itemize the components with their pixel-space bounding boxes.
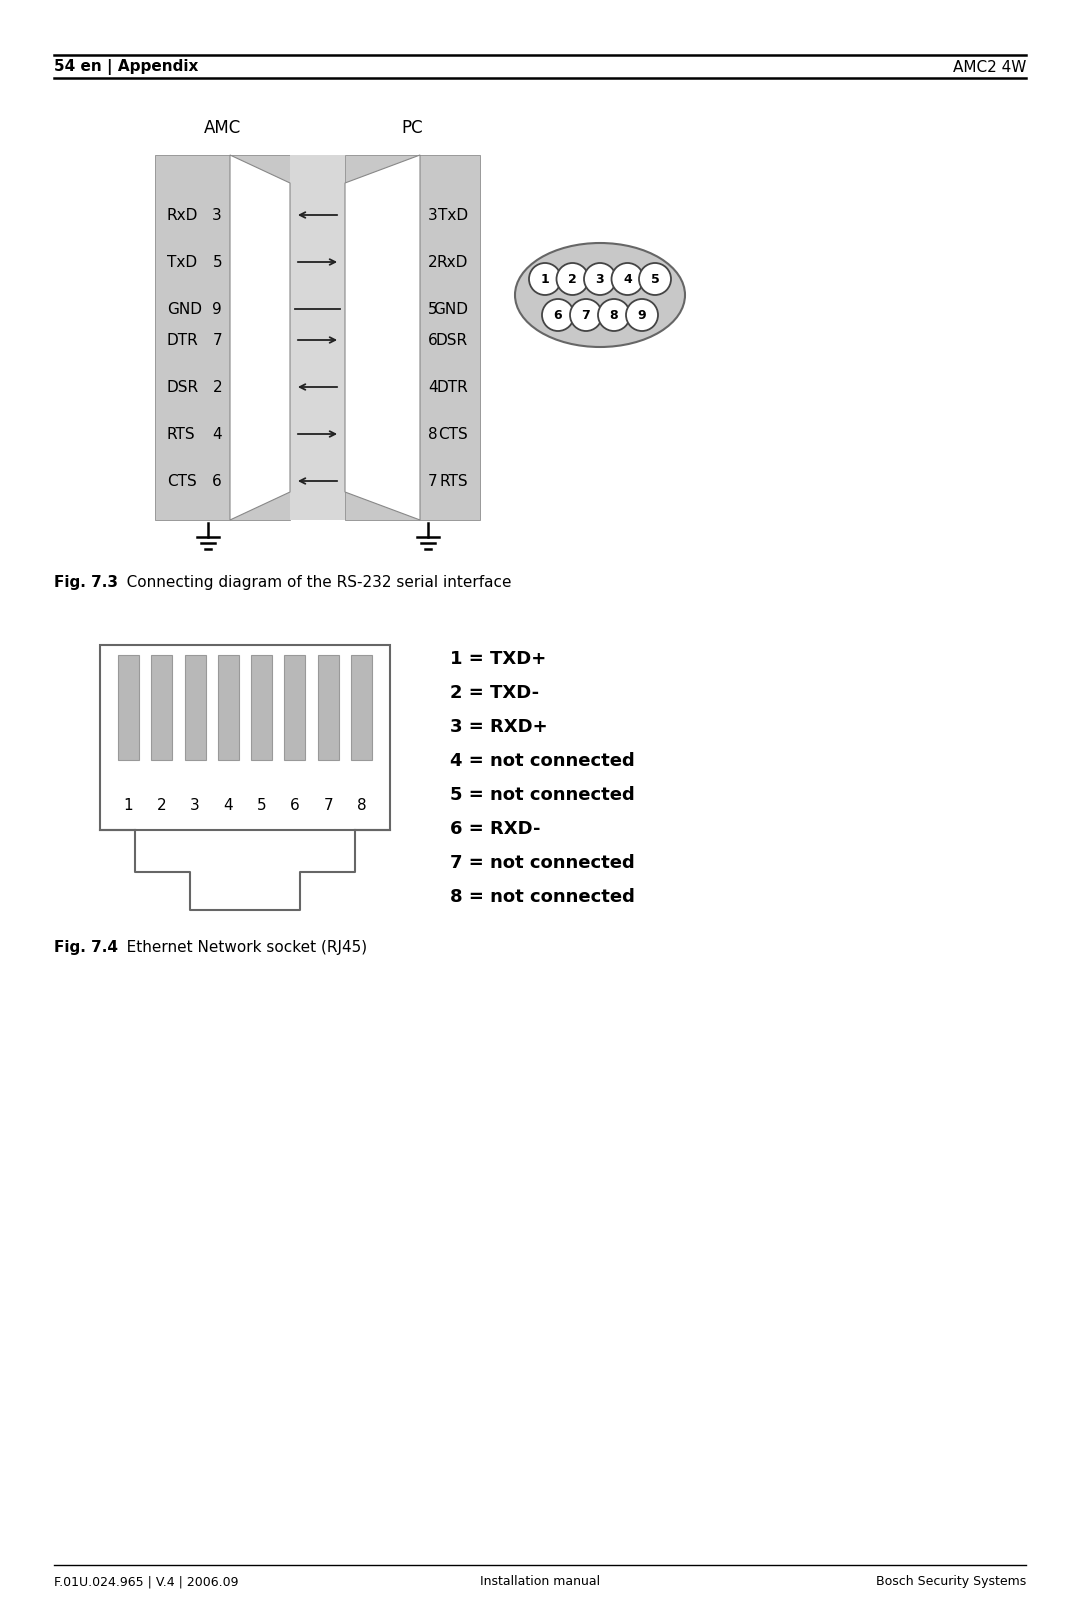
- Text: 9: 9: [213, 301, 222, 317]
- Text: 6: 6: [554, 309, 563, 322]
- Bar: [100, 646, 390, 830]
- Text: 5: 5: [257, 798, 267, 812]
- Text: Fig. 7.4: Fig. 7.4: [54, 940, 118, 955]
- Bar: [185, 655, 205, 760]
- Text: 54 en | Appendix: 54 en | Appendix: [54, 58, 199, 74]
- Text: 5: 5: [650, 272, 660, 285]
- Text: 2: 2: [213, 380, 222, 395]
- Bar: [351, 655, 372, 760]
- Text: 3: 3: [190, 798, 200, 812]
- Bar: [284, 655, 306, 760]
- Text: 9: 9: [637, 309, 646, 322]
- Text: DSR: DSR: [167, 380, 199, 395]
- Bar: [291, 155, 345, 519]
- Text: 4 = not connected: 4 = not connected: [450, 752, 635, 770]
- Text: 2 = TXD-: 2 = TXD-: [450, 684, 539, 702]
- Text: GND: GND: [167, 301, 202, 317]
- Bar: [345, 155, 480, 519]
- Text: RxD: RxD: [167, 207, 199, 223]
- Text: 2: 2: [157, 798, 166, 812]
- Text: 7 = not connected: 7 = not connected: [450, 854, 635, 872]
- Text: PC: PC: [402, 120, 423, 138]
- Circle shape: [542, 299, 573, 332]
- Text: CTS: CTS: [167, 474, 197, 489]
- Text: 6 = RXD-: 6 = RXD-: [450, 820, 540, 838]
- Circle shape: [584, 264, 616, 294]
- Text: 7: 7: [213, 333, 222, 348]
- Bar: [156, 155, 291, 519]
- Text: 4: 4: [213, 427, 222, 442]
- Bar: [318, 655, 339, 760]
- Text: 5: 5: [213, 254, 222, 270]
- Text: TxD: TxD: [437, 207, 468, 223]
- Bar: [218, 655, 239, 760]
- Text: AMC: AMC: [204, 120, 241, 138]
- Text: Installation manual: Installation manual: [480, 1574, 600, 1587]
- Text: 3 = RXD+: 3 = RXD+: [450, 718, 548, 736]
- Text: 2: 2: [428, 254, 437, 270]
- Text: 6: 6: [213, 474, 222, 489]
- Text: Ethernet Network socket (RJ45): Ethernet Network socket (RJ45): [112, 940, 367, 955]
- Text: 3: 3: [596, 272, 605, 285]
- Text: RxD: RxD: [436, 254, 468, 270]
- Ellipse shape: [515, 243, 685, 346]
- Text: Bosch Security Systems: Bosch Security Systems: [876, 1574, 1026, 1587]
- Text: 8: 8: [610, 309, 619, 322]
- Text: GND: GND: [433, 301, 468, 317]
- Text: 1 = TXD+: 1 = TXD+: [450, 650, 546, 668]
- Text: CTS: CTS: [438, 427, 468, 442]
- Text: TxD: TxD: [167, 254, 198, 270]
- Circle shape: [626, 299, 658, 332]
- Bar: [118, 655, 139, 760]
- Text: Fig. 7.3: Fig. 7.3: [54, 574, 118, 591]
- Circle shape: [639, 264, 671, 294]
- Text: 4: 4: [224, 798, 233, 812]
- Text: RTS: RTS: [167, 427, 195, 442]
- Text: 8 = not connected: 8 = not connected: [450, 888, 635, 906]
- Text: 3: 3: [428, 207, 437, 223]
- Text: 3: 3: [213, 207, 222, 223]
- Text: 7: 7: [428, 474, 437, 489]
- Circle shape: [556, 264, 589, 294]
- Text: 4: 4: [428, 380, 437, 395]
- Text: 8: 8: [356, 798, 366, 812]
- Circle shape: [570, 299, 602, 332]
- Polygon shape: [230, 155, 291, 519]
- Text: 7: 7: [582, 309, 591, 322]
- Circle shape: [529, 264, 561, 294]
- Bar: [252, 655, 272, 760]
- Text: DTR: DTR: [167, 333, 199, 348]
- Text: AMC2 4W: AMC2 4W: [953, 60, 1026, 74]
- Bar: [151, 655, 173, 760]
- Text: F.01U.024.965 | V.4 | 2006.09: F.01U.024.965 | V.4 | 2006.09: [54, 1574, 239, 1587]
- Text: RTS: RTS: [440, 474, 468, 489]
- Text: 1: 1: [541, 272, 550, 285]
- Text: 1: 1: [124, 798, 133, 812]
- Text: 5: 5: [428, 301, 437, 317]
- Text: 4: 4: [623, 272, 632, 285]
- Text: 5 = not connected: 5 = not connected: [450, 786, 635, 804]
- Text: 7: 7: [323, 798, 333, 812]
- Circle shape: [611, 264, 644, 294]
- Text: 6: 6: [291, 798, 300, 812]
- Text: Connecting diagram of the RS-232 serial interface: Connecting diagram of the RS-232 serial …: [112, 574, 512, 591]
- Text: 8: 8: [428, 427, 437, 442]
- Polygon shape: [345, 155, 420, 519]
- Text: DTR: DTR: [436, 380, 468, 395]
- Circle shape: [598, 299, 630, 332]
- Text: 6: 6: [428, 333, 437, 348]
- Text: DSR: DSR: [436, 333, 468, 348]
- Text: 2: 2: [568, 272, 577, 285]
